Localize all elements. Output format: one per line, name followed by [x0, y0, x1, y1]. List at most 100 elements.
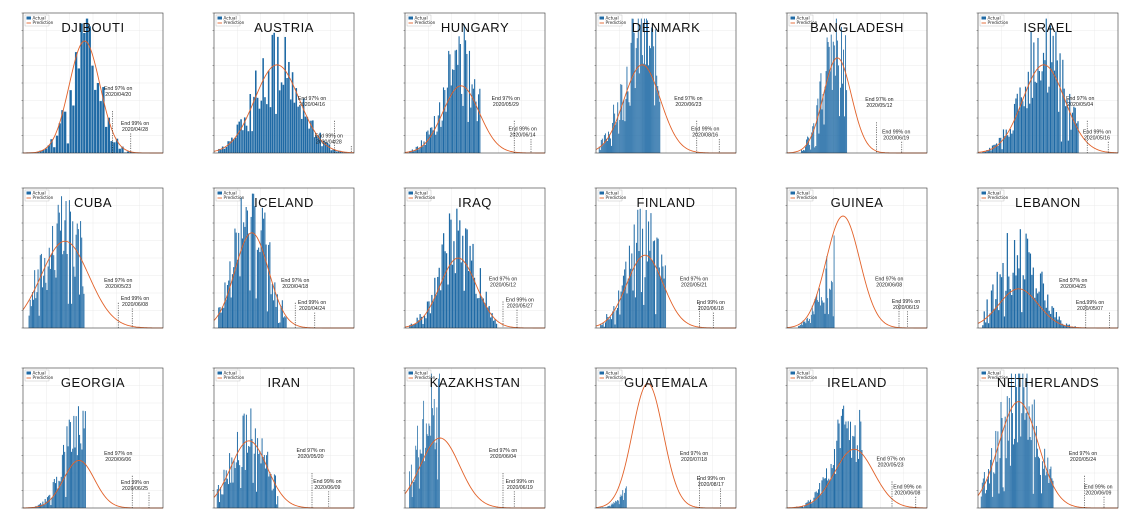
bar	[813, 123, 815, 153]
legend-actual-swatch	[790, 191, 795, 195]
bar	[1043, 468, 1045, 508]
bar	[490, 317, 492, 328]
bar	[219, 307, 221, 328]
bar	[40, 253, 42, 328]
bar	[808, 320, 809, 328]
bar	[332, 149, 334, 153]
country-title: IRAQ	[458, 195, 492, 210]
bar	[262, 456, 264, 508]
bar	[439, 102, 441, 153]
bar	[802, 150, 803, 153]
bar	[645, 209, 647, 328]
bar	[460, 262, 462, 328]
country-title: KAZAKHSTAN	[430, 375, 521, 390]
bar	[104, 126, 108, 153]
bar	[606, 314, 608, 328]
bar	[1025, 233, 1027, 328]
bar	[842, 83, 843, 153]
bar	[1029, 103, 1031, 153]
bar	[429, 127, 432, 153]
legend-actual-swatch	[408, 191, 413, 195]
bar	[810, 314, 812, 328]
bar	[58, 212, 60, 328]
bar	[279, 322, 281, 328]
bar	[1031, 97, 1034, 153]
bar	[231, 137, 233, 153]
bar	[415, 323, 417, 328]
bar	[624, 121, 626, 153]
bar	[620, 291, 622, 328]
bar	[219, 502, 220, 508]
bar	[826, 255, 828, 328]
bar	[266, 311, 268, 328]
end-99-annotation: End 99% on 2020/06/19	[882, 129, 910, 141]
bar	[432, 301, 434, 328]
bar	[420, 453, 422, 508]
bar	[48, 247, 50, 328]
bar	[646, 261, 648, 328]
bar	[835, 18, 837, 153]
chart-panel-denmark: Actual Prediction DENMARK End 97% on 2020/06…	[578, 5, 743, 170]
legend-box	[597, 369, 623, 382]
bar	[1066, 99, 1068, 153]
bar	[653, 46, 655, 154]
bar	[47, 145, 50, 153]
bar	[987, 150, 989, 153]
bar	[472, 243, 474, 328]
bar	[255, 70, 257, 153]
bar	[999, 274, 1001, 328]
legend-box	[788, 14, 814, 27]
bar	[860, 421, 862, 508]
bar	[277, 496, 279, 508]
bar	[80, 23, 83, 153]
bar	[412, 482, 414, 508]
bar	[115, 138, 119, 153]
bar	[1034, 297, 1036, 328]
bar	[280, 82, 283, 153]
legend-prediction-label: Prediction	[988, 20, 1009, 25]
bar	[411, 497, 413, 508]
bar	[472, 88, 474, 153]
bar	[1045, 18, 1047, 153]
bar	[451, 264, 454, 328]
end-99-annotation: End 99% on 2020/06/09	[1084, 484, 1112, 496]
bar	[437, 115, 439, 153]
bar	[301, 118, 303, 153]
bar	[1041, 71, 1043, 153]
bar	[1014, 438, 1015, 508]
bar	[1005, 458, 1007, 508]
legend-actual-swatch	[217, 371, 222, 375]
bar	[1013, 103, 1016, 153]
country-title: CUBA	[74, 195, 112, 210]
bar	[854, 425, 856, 508]
bar	[335, 151, 338, 153]
bar	[993, 144, 995, 153]
legend-box	[597, 189, 623, 202]
end-97-annotation: End 97% on 2020/04/16	[298, 96, 326, 108]
bar	[64, 111, 67, 153]
bar	[1002, 129, 1005, 153]
bar	[71, 451, 73, 508]
bar	[844, 116, 845, 153]
bar	[245, 125, 248, 153]
bar	[804, 150, 805, 153]
bar	[94, 89, 97, 153]
bar	[236, 260, 238, 328]
bar	[410, 464, 412, 508]
bar	[813, 314, 815, 328]
end-99-annotation: End 99% on 2020/06/14	[508, 127, 536, 139]
bar	[448, 50, 450, 154]
bar	[1034, 81, 1036, 153]
bar	[249, 94, 252, 153]
bar	[650, 213, 652, 328]
end-97-annotation: End 97% on 2020/05/29	[492, 96, 520, 108]
legend-prediction-label: Prediction	[224, 375, 245, 380]
bar	[285, 317, 287, 328]
bar	[1056, 60, 1058, 153]
bar	[616, 501, 617, 508]
bar	[846, 428, 848, 508]
bar	[1062, 59, 1064, 153]
